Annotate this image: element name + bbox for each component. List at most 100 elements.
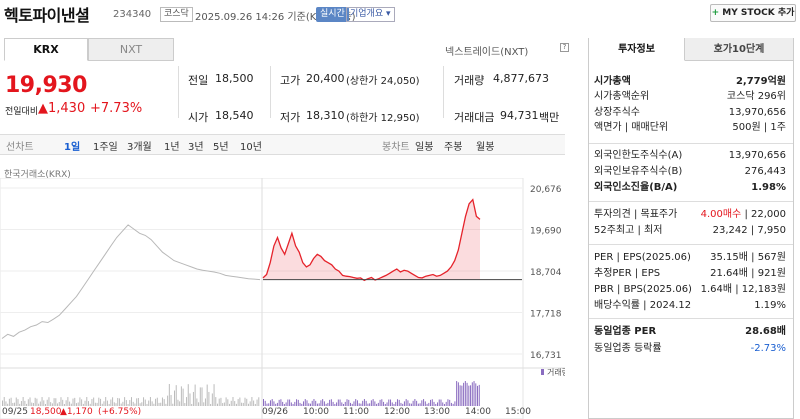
volume-bar bbox=[192, 391, 194, 406]
volume-bar bbox=[206, 384, 208, 406]
volume-bar bbox=[180, 386, 182, 406]
w52-label: 52주최고 | 최저 bbox=[594, 225, 663, 236]
volume-bar bbox=[363, 399, 365, 406]
volume-bar bbox=[367, 403, 369, 406]
face-row: 액면가 | 매매단위 500원 | 1주 bbox=[594, 121, 786, 135]
nxt-label: 넥스트레이드(NXT) bbox=[445, 47, 529, 58]
x-tick-label: 12:00 bbox=[384, 407, 410, 417]
volume-bar bbox=[34, 397, 36, 406]
line-chart-toggle[interactable]: 선차트 bbox=[6, 142, 34, 153]
volume-bar bbox=[96, 402, 98, 406]
volume-bar bbox=[239, 397, 241, 406]
volume-legend-swatch bbox=[541, 369, 544, 375]
volume-bar bbox=[187, 384, 189, 406]
volume-bar bbox=[356, 400, 358, 406]
amount-value: 94,731 bbox=[500, 109, 539, 122]
period-3y[interactable]: 3년 bbox=[188, 142, 204, 153]
volume-bar bbox=[473, 381, 475, 406]
quote-timestamp: 2025.09.26 14:26 기준(KRX 장중) bbox=[195, 12, 356, 23]
upper-limit: (상한가 24,050) bbox=[346, 76, 420, 87]
realtime-button[interactable]: 실시간 bbox=[316, 7, 349, 22]
est-per-label: 추정PER | EPS bbox=[594, 268, 661, 279]
low-value: 18,310 bbox=[306, 109, 345, 122]
divider bbox=[589, 244, 793, 245]
volume-bar bbox=[194, 384, 196, 406]
help-icon[interactable]: ? bbox=[560, 43, 569, 52]
period-monthly[interactable]: 월봉 bbox=[476, 142, 495, 153]
amount-unit: 백만 bbox=[539, 111, 560, 124]
volume-bar bbox=[8, 398, 10, 406]
volume-bar bbox=[322, 399, 324, 406]
volume-label: 거래량 bbox=[454, 74, 485, 87]
face-value: 500원 | 1주 bbox=[732, 122, 786, 133]
volume-bar bbox=[247, 403, 249, 406]
volume-bar bbox=[155, 398, 157, 406]
dividend-value: 1.19% bbox=[754, 300, 786, 311]
tab-orderbook[interactable]: 호가10단계 bbox=[685, 38, 793, 61]
volume-bar bbox=[372, 399, 374, 406]
stock-name: 헥토파이낸셜 bbox=[4, 6, 90, 25]
volume-bar bbox=[118, 398, 120, 406]
volume-bar bbox=[384, 403, 386, 406]
divider bbox=[589, 143, 793, 144]
volume-bar bbox=[115, 403, 117, 406]
volume-bar bbox=[46, 399, 48, 406]
tab-krx[interactable]: KRX bbox=[4, 38, 88, 61]
market-cap-value: 2,779억원 bbox=[735, 76, 786, 87]
volume-bar bbox=[303, 401, 305, 406]
w52-value: 23,242 | 7,950 bbox=[712, 225, 786, 236]
period-1d[interactable]: 1일 bbox=[64, 142, 81, 153]
volume-bar bbox=[334, 403, 336, 406]
foreign-ratio-value: 1.98% bbox=[751, 182, 786, 193]
volume-bar bbox=[316, 403, 318, 406]
y-tick-label: 16,731 bbox=[530, 351, 562, 361]
volume-bar bbox=[280, 399, 282, 406]
price-chart[interactable]: 20,676 19,690 18,704 17,718 16,731 거래량 09/25… bbox=[0, 178, 565, 419]
period-weekly[interactable]: 주봉 bbox=[444, 142, 463, 153]
volume-bar bbox=[105, 397, 107, 406]
volume-bar bbox=[456, 381, 458, 406]
volume-bar bbox=[189, 393, 191, 406]
volume-bar bbox=[253, 400, 255, 406]
period-1w[interactable]: 1주일 bbox=[93, 142, 118, 153]
shares-value: 13,970,656 bbox=[728, 107, 786, 118]
volume-bar bbox=[264, 400, 266, 406]
volume-bar bbox=[177, 399, 179, 406]
volume-bar bbox=[341, 402, 343, 406]
volume-bar bbox=[215, 397, 217, 406]
opinion-row: 투자의견 | 목표주가 4.00매수 | 22,000 bbox=[594, 208, 786, 222]
period-3m[interactable]: 3개월 bbox=[127, 142, 152, 153]
volume-bar bbox=[278, 399, 280, 406]
company-info-dropdown[interactable]: 기업개요 ▾ bbox=[346, 7, 395, 22]
volume-bar bbox=[182, 388, 184, 406]
prev-close-label: 전일 bbox=[188, 74, 209, 87]
prev-day-line bbox=[1, 224, 261, 339]
period-5y[interactable]: 5년 bbox=[213, 142, 229, 153]
volume-bar bbox=[26, 403, 28, 406]
pbr-value: 1.64배 | 12,183원 bbox=[700, 284, 786, 295]
candle-chart-toggle[interactable]: 봉차트 bbox=[382, 142, 410, 153]
volume-bar bbox=[55, 398, 57, 406]
tab-nxt[interactable]: NXT bbox=[88, 38, 174, 61]
target-price: | 22,000 bbox=[744, 209, 786, 220]
volume-bar bbox=[124, 397, 126, 406]
volume-bar bbox=[86, 397, 88, 406]
volume-bar bbox=[127, 403, 129, 406]
volume-bar bbox=[450, 402, 452, 406]
volume-bar bbox=[285, 402, 287, 406]
volume-bar bbox=[167, 395, 169, 406]
est-per-value: 21.64배 | 921원 bbox=[710, 268, 786, 279]
volume-bar bbox=[374, 401, 376, 406]
volume-bar bbox=[53, 398, 55, 406]
volume-bar bbox=[175, 385, 177, 406]
volume-bar bbox=[172, 403, 174, 406]
volume-bar bbox=[15, 397, 17, 406]
add-my-stock-button[interactable]: + MY STOCK 추가 bbox=[710, 4, 796, 22]
period-10y[interactable]: 10년 bbox=[240, 142, 262, 153]
per-value: 35.15배 | 567원 bbox=[710, 252, 786, 263]
tab-invest-info[interactable]: 투자정보 bbox=[589, 38, 685, 61]
period-1y[interactable]: 1년 bbox=[164, 142, 180, 153]
volume-bar bbox=[72, 398, 74, 406]
prev-day-summary: (+6.75%) bbox=[98, 407, 141, 417]
period-daily[interactable]: 일봉 bbox=[415, 142, 434, 153]
